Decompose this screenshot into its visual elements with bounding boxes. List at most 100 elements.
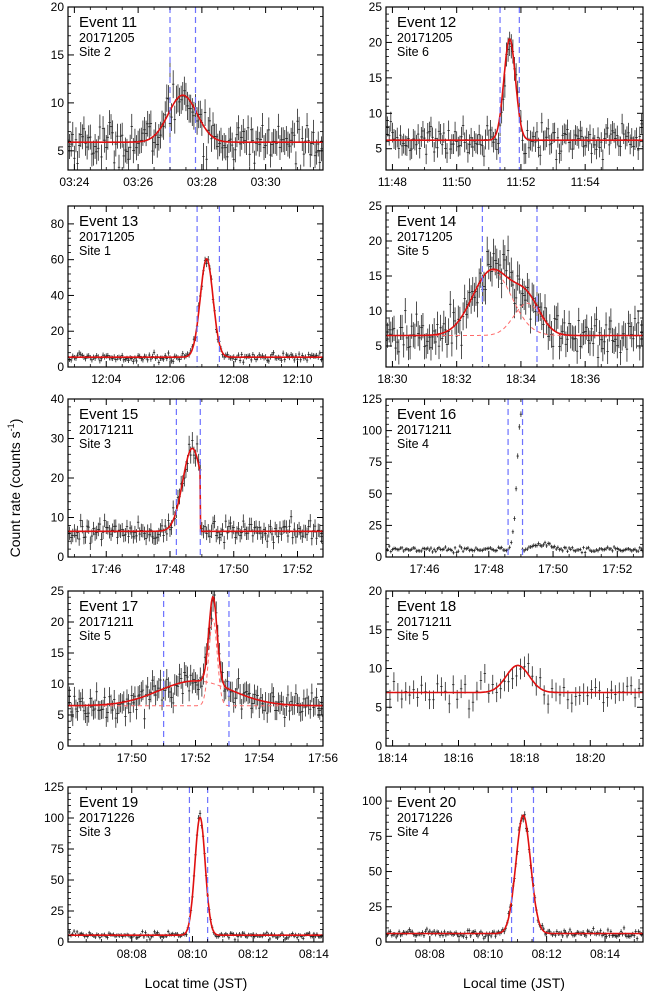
panel-frame: [385, 205, 644, 368]
panel-19: 0 25 50 75 100 125 08:08 08:10 08:12 08:14 Event 1…: [44, 780, 329, 961]
y-tick-label: 25: [369, 518, 383, 532]
y-tick-label: 50: [369, 487, 383, 501]
y-tick-label: 0: [57, 935, 64, 949]
x-tick-label: 18:32: [442, 372, 472, 386]
plot-area: [386, 653, 643, 719]
event-title: Event 20: [397, 794, 456, 811]
y-tick-label: 100: [362, 794, 382, 808]
y-axis-label-close: ): [7, 419, 23, 424]
x-tick-label: 11:50: [442, 175, 471, 189]
x-tick-label: 17:50: [538, 562, 568, 576]
y-tick-label: 20: [369, 584, 383, 598]
x-tick-label: 08:14: [299, 947, 329, 961]
event-date: 20171226: [79, 811, 135, 825]
y-tick-label: 20: [51, 0, 65, 14]
event-date: 20171205: [79, 230, 135, 244]
event-title: Event 16: [397, 406, 456, 423]
event-site: Site 1: [79, 244, 111, 258]
fit-component-2: [68, 618, 323, 707]
x-tick-label: 17:52: [180, 751, 210, 765]
event-title: Event 14: [397, 213, 456, 230]
plot-area: [68, 787, 323, 942]
x-tick-label: 12:10: [282, 372, 312, 386]
panel-frame: [385, 398, 644, 558]
y-tick-label: 125: [44, 780, 64, 794]
event-title: Event 13: [79, 213, 138, 230]
x-tick-label: 18:20: [575, 751, 605, 765]
panel-frame: [67, 786, 324, 943]
event-title: Event 11: [79, 14, 137, 31]
x-tick-label: 17:56: [308, 751, 338, 765]
fit-curve: [386, 38, 643, 141]
y-tick-label: 25: [369, 900, 383, 914]
plot-area: [386, 399, 643, 557]
x-tick-label: 08:08: [117, 947, 147, 961]
y-tick-label: 75: [369, 455, 383, 469]
panel-11: 5 10 15 20 03:24 03:26 03:28 03:30 Event 1120171…: [51, 0, 324, 189]
fit-curve: [386, 814, 643, 935]
event-title: Event 15: [79, 406, 138, 423]
y-tick-label: 5: [57, 144, 64, 158]
x-tick-label: 17:48: [155, 562, 185, 576]
panel-frame: [67, 205, 324, 368]
y-tick-label: 30: [51, 432, 65, 446]
panel-frame: [67, 6, 324, 171]
event-site: Site 4: [397, 437, 429, 451]
y-tick-label: 5: [375, 700, 382, 714]
y-tick-label: 50: [51, 873, 65, 887]
y-tick-label: 5: [375, 142, 382, 156]
plot-area: [386, 206, 643, 367]
y-tick-label: 20: [369, 234, 383, 248]
y-tick-label: 20: [369, 35, 383, 49]
event-date: 20171205: [397, 31, 453, 45]
plot-area: [68, 399, 323, 557]
y-tick-label: 0: [57, 550, 64, 564]
x-tick-label: 18:16: [443, 751, 473, 765]
y-tick-label: 15: [369, 623, 383, 637]
x-tick-label: 17:50: [117, 751, 147, 765]
panel-17: 0 5 10 15 20 25 17:50 17:52 17:54 17:56 Event 1720…: [51, 584, 339, 765]
y-tick-label: 100: [362, 424, 382, 438]
event-site: Site 2: [79, 45, 111, 59]
x-tick-label: 08:10: [177, 947, 207, 961]
x-axis-label-right: Local time (JST): [463, 975, 565, 991]
y-tick-label: 15: [51, 48, 65, 62]
event-title: Event 12: [397, 14, 456, 31]
fit-curve: [68, 816, 323, 936]
x-tick-label: 18:14: [378, 751, 408, 765]
y-axis-label-main: Count rate (counts s: [7, 431, 23, 557]
y-tick-label: 10: [51, 677, 65, 691]
y-tick-label: 10: [369, 106, 383, 120]
event-date: 20171211: [79, 615, 134, 629]
event-title: Event 17: [79, 598, 138, 615]
x-tick-label: 17:46: [410, 562, 440, 576]
plot-area: [386, 787, 643, 942]
event-site: Site 5: [397, 244, 429, 258]
event-site: Site 3: [79, 825, 111, 839]
y-tick-label: 75: [369, 829, 383, 843]
panel-18: 0 5 10 15 20 18:14 18:16 18:18 18:20 Event 182017…: [369, 584, 644, 765]
y-tick-label: 125: [362, 392, 382, 406]
y-tick-label: 10: [51, 511, 65, 525]
x-tick-label: 17:48: [474, 562, 504, 576]
y-tick-label: 25: [51, 904, 65, 918]
x-tick-label: 08:14: [590, 947, 620, 961]
event-title: Event 18: [397, 598, 456, 615]
x-tick-label: 12:08: [219, 372, 249, 386]
y-tick-label: 5: [375, 339, 382, 353]
y-axis-label-sup: -1: [6, 423, 16, 431]
fit-curve: [386, 664, 643, 694]
y-tick-label: 15: [369, 269, 383, 283]
x-tick-label: 17:54: [244, 751, 274, 765]
y-tick-label: 50: [369, 865, 383, 879]
event-date: 20171211: [397, 615, 452, 629]
panel-15: 0 10 20 30 40 17:46 17:48 17:50 17:52 Event 15201…: [51, 392, 324, 576]
y-tick-label: 0: [57, 739, 64, 753]
x-tick-label: 12:06: [155, 372, 185, 386]
panel-14: 5 10 15 20 25 18:30 18:32 18:34 18:36 Event 14201…: [369, 199, 644, 386]
y-tick-label: 75: [51, 842, 65, 856]
panel-20: 0 25 50 75 100 08:08 08:10 08:12 08:14 Event 2020…: [362, 786, 644, 961]
y-tick-label: 60: [51, 253, 65, 267]
